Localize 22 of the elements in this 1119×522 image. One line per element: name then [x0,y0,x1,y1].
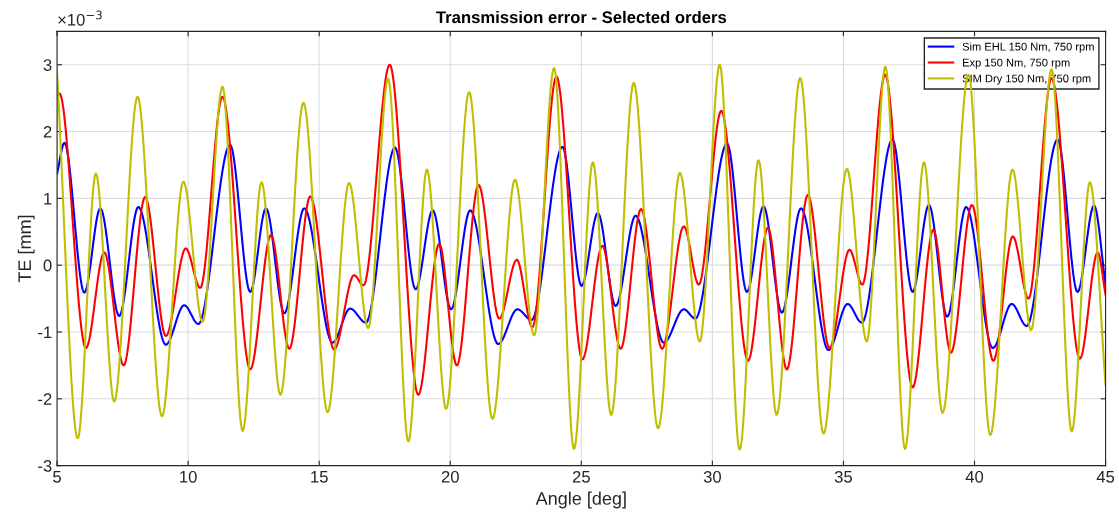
x-tick-label: 35 [834,470,853,483]
y-tick-label: -2 [38,393,52,405]
y-tick-label: -1 [38,326,52,339]
legend-label: Exp 150 Nm, 750 rpm [963,58,1070,69]
chart-title: Transmission error - Selected orders [436,10,727,24]
text: ×10$^{−3}$ [58,10,102,26]
x-tick-label: 5 [53,471,62,483]
x-tick-label: 40 [965,470,984,483]
y-tick-label: 3 [43,59,52,71]
x-tick-label: 45 [1096,471,1115,483]
y-tick-label: 2 [43,125,52,138]
y-tick-label: 1 [44,192,52,205]
y-tick-label: -3 [38,460,52,472]
x-tick-label: 30 [703,470,721,483]
y-tick-label: 0 [43,259,52,272]
x-tick-label: 10 [180,470,197,483]
x-tick-label: 15 [311,471,328,483]
y-axis-title: TE [mm] [17,215,35,283]
legend-label: Sim EHL 150 Nm, 750 rpm [962,42,1094,53]
x-tick-label: 25 [572,470,590,483]
x-axis-title: Angle [deg] [535,491,626,509]
x-tick-label: 20 [441,470,459,483]
